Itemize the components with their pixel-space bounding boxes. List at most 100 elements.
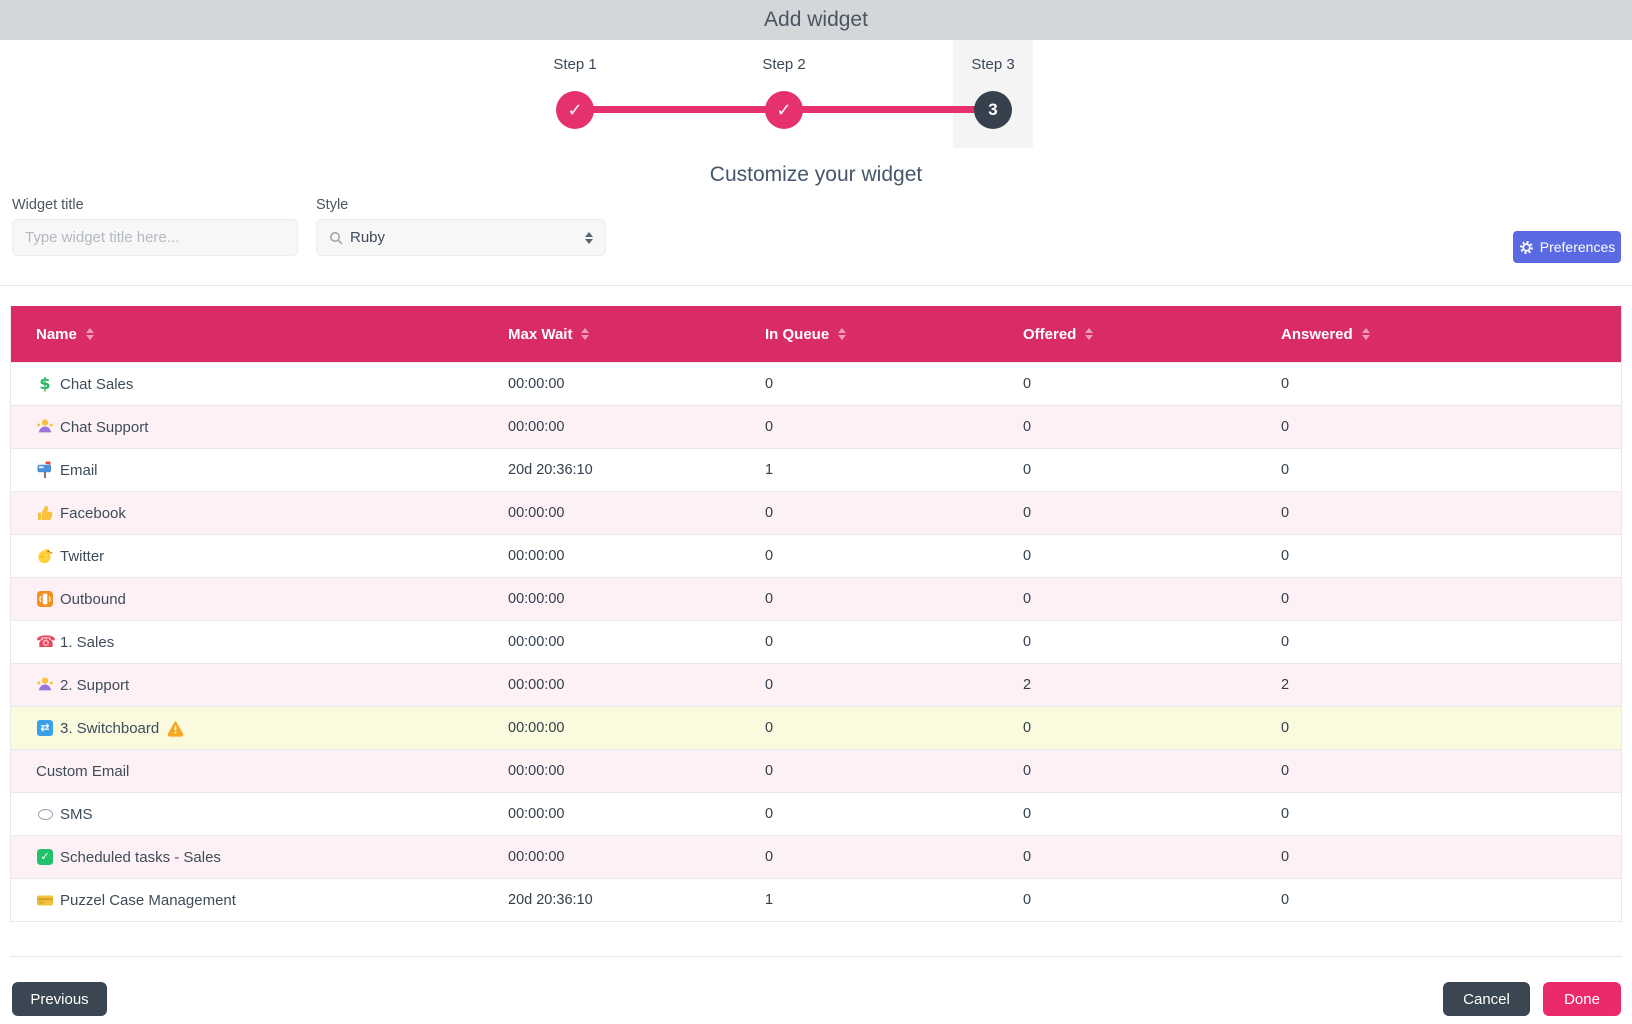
in-queue-value: 0 — [765, 849, 774, 865]
max-wait-value: 00:00:00 — [508, 419, 565, 435]
max-wait-value: 00:00:00 — [508, 849, 565, 865]
queue-name-cell: $ Chat Sales — [11, 375, 488, 393]
done-button[interactable]: Done — [1543, 982, 1621, 1016]
offered-value: 0 — [1023, 720, 1032, 736]
gear-icon — [1519, 240, 1534, 255]
queue-name: Email — [60, 461, 98, 479]
yellow-card-icon — [36, 891, 54, 909]
preferences-button[interactable]: Preferences — [1513, 231, 1621, 263]
widget-title-input[interactable] — [12, 219, 298, 256]
answered-value: 0 — [1281, 720, 1290, 736]
table-row: Outbound 00:00:00 0 0 0 — [11, 577, 1621, 620]
queue-name: Outbound — [60, 590, 126, 608]
answered-value: 0 — [1281, 548, 1290, 564]
queues-table: Name Max Wait In Queue Offered Answered $ Cha… — [10, 306, 1622, 922]
step1-circle[interactable]: ✓ — [556, 91, 594, 129]
preferences-label: Preferences — [1539, 239, 1616, 255]
cancel-button[interactable]: Cancel — [1443, 982, 1530, 1016]
mailbox-icon — [36, 461, 54, 479]
dialog-title-bar: Add widget — [0, 0, 1632, 40]
sort-arrows-icon — [838, 328, 847, 340]
table-row: Chat Support 00:00:00 0 0 0 — [11, 405, 1621, 448]
queue-name: Chat Support — [60, 418, 149, 436]
column-header-name[interactable]: Name — [11, 326, 488, 343]
max-wait-value: 00:00:00 — [508, 763, 565, 779]
column-label: Offered — [1023, 325, 1077, 343]
in-queue-value: 0 — [765, 806, 774, 822]
in-queue-value: 0 — [765, 677, 774, 693]
column-header-max-wait[interactable]: Max Wait — [488, 326, 745, 343]
offered-value: 0 — [1023, 505, 1032, 521]
step3-circle[interactable]: 3 — [974, 91, 1012, 129]
queue-name: Chat Sales — [60, 375, 134, 393]
max-wait-value: 20d 20:36:10 — [508, 462, 593, 478]
table-row: Email 20d 20:36:10 1 0 0 — [11, 448, 1621, 491]
answered-value: 0 — [1281, 849, 1290, 865]
offered-value: 0 — [1023, 892, 1032, 908]
check-icon: ✓ — [567, 99, 583, 121]
check-icon: ✓ — [776, 99, 792, 121]
in-queue-value: 0 — [765, 419, 774, 435]
table-row: Twitter 00:00:00 0 0 0 — [11, 534, 1621, 577]
column-header-offered[interactable]: Offered — [1003, 326, 1261, 343]
table-body: $ Chat Sales 00:00:00 0 0 0 Chat Support 00:00:… — [11, 362, 1621, 921]
table-row: ✓ Scheduled tasks - Sales 00:00:00 0 0 0 — [11, 835, 1621, 878]
offered-value: 0 — [1023, 376, 1032, 392]
dialog-title: Add widget — [764, 8, 868, 31]
select-stepper-icon — [585, 231, 593, 244]
queue-name-cell: SMS — [11, 805, 488, 823]
max-wait-value: 00:00:00 — [508, 591, 565, 607]
offered-value: 0 — [1023, 462, 1032, 478]
table-row: SMS 00:00:00 0 0 0 — [11, 792, 1621, 835]
max-wait-value: 20d 20:36:10 — [508, 892, 593, 908]
answered-value: 0 — [1281, 763, 1290, 779]
in-queue-value: 1 — [765, 892, 774, 908]
column-header-answered[interactable]: Answered — [1261, 326, 1621, 343]
style-select-value: Ruby — [350, 229, 386, 246]
step3-label: Step 3 — [971, 56, 1015, 73]
in-queue-value: 0 — [765, 548, 774, 564]
in-queue-value: 0 — [765, 634, 774, 650]
widget-title-label: Widget title — [12, 197, 84, 213]
offered-value: 0 — [1023, 591, 1032, 607]
offered-value: 0 — [1023, 419, 1032, 435]
offered-value: 2 — [1023, 677, 1032, 693]
queue-name-cell: Facebook — [11, 504, 488, 522]
column-header-in-queue[interactable]: In Queue — [745, 326, 1003, 343]
answered-value: 0 — [1281, 892, 1290, 908]
person-shrugging-icon — [36, 676, 54, 694]
previous-button[interactable]: Previous — [12, 982, 107, 1016]
queue-name-cell: Chat Support — [11, 418, 488, 436]
table-row: 2. Support 00:00:00 0 2 2 — [11, 663, 1621, 706]
sort-arrows-icon — [581, 328, 590, 340]
red-phone-icon: ☎ — [36, 632, 56, 651]
queue-name-cell: Puzzel Case Management — [11, 891, 488, 909]
queue-name: 1. Sales — [60, 633, 115, 651]
style-select[interactable]: Ruby — [316, 219, 606, 256]
queue-name-cell: Outbound — [11, 590, 488, 608]
footer-divider — [10, 956, 1622, 957]
green-check-icon: ✓ — [36, 848, 54, 866]
sort-arrows-icon — [85, 328, 94, 340]
step2-circle[interactable]: ✓ — [765, 91, 803, 129]
queue-name-cell: Custom Email — [11, 763, 488, 780]
column-label: In Queue — [765, 325, 830, 343]
queue-name: Facebook — [60, 504, 126, 522]
in-queue-value: 0 — [765, 763, 774, 779]
answered-value: 0 — [1281, 591, 1290, 607]
in-queue-value: 0 — [765, 376, 774, 392]
column-label: Name — [36, 325, 77, 343]
sort-arrows-icon — [1085, 328, 1094, 340]
queue-name: 2. Support — [60, 676, 130, 694]
in-queue-value: 0 — [765, 720, 774, 736]
thumbs-up-icon — [36, 504, 54, 522]
person-shrugging-icon — [36, 418, 54, 436]
column-label: Max Wait — [508, 325, 573, 343]
answered-value: 0 — [1281, 634, 1290, 650]
queue-name: 3. Switchboard — [60, 719, 160, 737]
shuffle-icon: ⇄ — [36, 719, 54, 737]
queue-name-cell: Twitter — [11, 547, 488, 565]
column-label: Answered — [1281, 325, 1353, 343]
table-row: ☎ 1. Sales 00:00:00 0 0 0 — [11, 620, 1621, 663]
